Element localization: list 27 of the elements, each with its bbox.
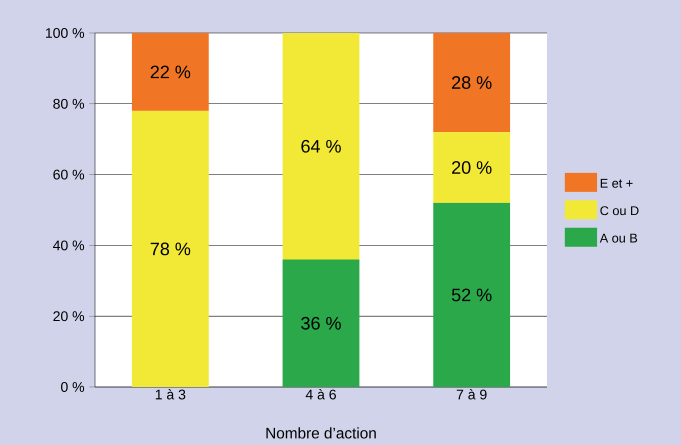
bar xyxy=(433,202,510,387)
x-tick-label: 4 à 6 xyxy=(306,389,336,400)
bar xyxy=(433,132,510,203)
data-label: 52 % xyxy=(452,288,492,302)
data-label: 20 % xyxy=(452,161,492,174)
bar xyxy=(433,32,510,132)
data-label: 36 % xyxy=(301,316,341,330)
legend-label: E et + xyxy=(600,178,633,188)
y-tick-label: 60 % xyxy=(53,170,84,180)
data-label: 28 % xyxy=(452,76,492,89)
x-tick-label: 7 à 9 xyxy=(456,389,487,400)
y-tick-label: 100 % xyxy=(46,28,84,38)
data-label: 64 % xyxy=(301,140,341,153)
y-tick-label: 0 % xyxy=(61,382,84,392)
data-label: 78 % xyxy=(150,242,190,256)
legend-label: A ou B xyxy=(600,234,638,243)
bar xyxy=(132,110,209,387)
x-tick-label: 1 à 3 xyxy=(156,389,186,400)
y-tick-label: 20 % xyxy=(53,311,84,322)
legend-label: C ou D xyxy=(600,206,639,216)
y-tick-label: 40 % xyxy=(53,240,84,250)
bar xyxy=(132,32,209,111)
y-tick-label: 80 % xyxy=(53,98,84,109)
x-axis-title: Nombre d’action xyxy=(266,427,376,439)
data-label: 22 % xyxy=(150,66,190,78)
bar xyxy=(282,32,360,260)
bar xyxy=(282,260,360,387)
